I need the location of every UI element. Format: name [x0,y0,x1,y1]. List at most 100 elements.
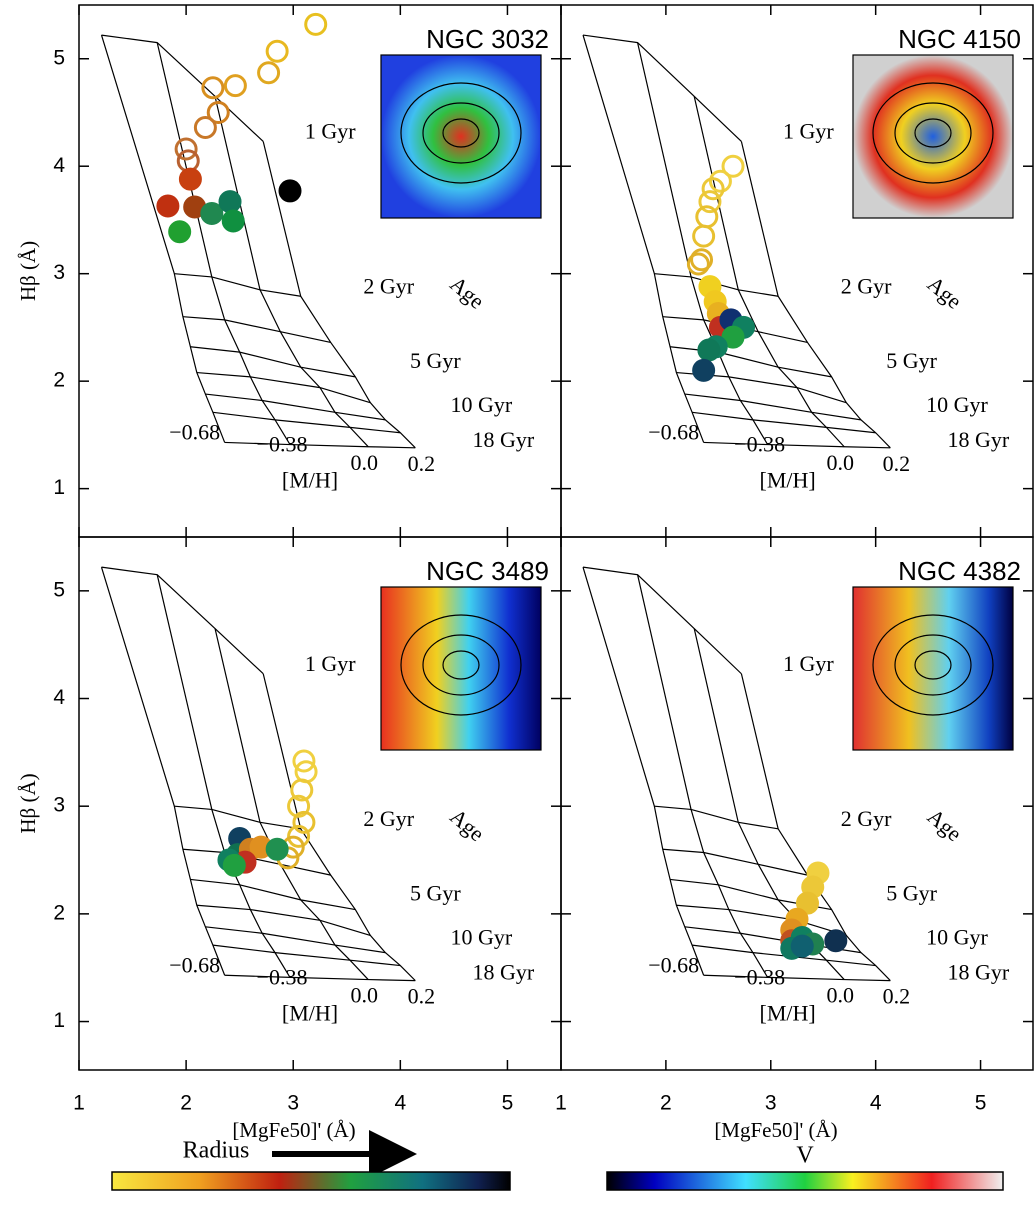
metallicity-axis-label: [M/H] [282,1000,338,1025]
y-tick-label: 4 [53,154,65,177]
metallicity-line [582,566,705,976]
metallicity-label: −0.68 [169,419,220,444]
age-label: 2 Gyr [841,806,892,831]
open-point [692,224,716,248]
age-line [582,34,742,142]
metallicity-label: 0.2 [883,451,911,476]
age-label: 2 Gyr [363,806,414,831]
age-label: 5 Gyr [410,348,461,373]
panel-title: NGC 3489 [426,556,549,586]
filled-point [168,220,192,244]
metallicity-line [214,96,369,448]
metallicity-line [582,34,705,443]
age-label: 10 Gyr [926,392,988,417]
velocity-label: V [796,1143,814,1169]
metallicity-line [693,628,845,980]
age-line [101,566,264,675]
isophote [422,102,500,164]
isophote [914,650,952,680]
filled-point [221,209,245,233]
age-line [196,904,371,936]
age-line [582,566,742,675]
radius-colorbar [111,1171,511,1191]
filled-point [824,929,848,953]
open-point [257,61,281,85]
filled-point [178,167,202,191]
velocity-colorbar [606,1171,1004,1191]
y-axis-label: Hβ (Å) [16,773,40,833]
y-tick-label: 3 [53,261,65,284]
metallicity-label: −0.38 [257,964,308,989]
metallicity-axis-label: [M/H] [282,468,338,493]
age-label: 18 Gyr [472,960,534,985]
age-line [205,393,386,421]
velocity-map [852,586,1014,751]
age-label: 18 Gyr [947,960,1009,985]
velocity-map [380,54,542,219]
radius-label: Radius [183,1138,250,1164]
isophote [400,82,522,184]
age-label: 2 Gyr [363,273,414,298]
y-tick-label: 2 [53,901,65,924]
metallicity-line [262,673,416,982]
age-line [182,316,331,344]
open-point [287,794,311,818]
panel-title: NGC 3032 [426,24,549,54]
x-tick-label: 5 [975,1092,987,1115]
age-label: 1 Gyr [305,119,356,144]
metallicity-label: 0.0 [826,450,854,475]
age-label: 1 Gyr [783,119,834,144]
open-point [701,177,725,201]
metallicity-label: 0.0 [350,450,378,475]
age-line [212,411,401,434]
isophote [872,614,994,716]
open-point [174,137,198,161]
panel: 1 2 3 4 5 [MgFe50]' (Å) 1 Gyr 2 Gyr 5 Gyr 10 Gyr 1… [555,536,1034,1142]
metallicity-label: 0.2 [408,984,436,1009]
velocity-map [852,54,1014,219]
metallicity-line [740,141,891,449]
open-point [721,154,745,178]
x-tick-label: 4 [394,1092,406,1115]
panel: 1 2 3 4 5 Hβ (Å) 1 Gyr 2 Gyr 5 Gyr 10 Gyr 18 Gyr −0… [16,4,562,538]
filled-point [265,837,289,861]
isophote [872,82,994,184]
filled-point [692,358,716,382]
y-tick-label: 3 [53,794,65,817]
age-label: 1 Gyr [783,651,834,676]
metallicity-line [740,673,891,982]
filled-point [156,194,180,218]
y-tick-label: 2 [53,369,65,392]
age-label: 10 Gyr [450,392,512,417]
age-label: 5 Gyr [886,348,937,373]
metallicity-label: 0.0 [350,983,378,1008]
metallicity-label: 0.2 [408,451,436,476]
isophote [422,634,500,696]
metallicity-line [636,42,769,445]
age-label: 18 Gyr [947,427,1009,452]
metallicity-line [636,574,769,978]
age-line [190,346,356,378]
metallicity-label: −0.68 [648,952,699,977]
age-label: 2 Gyr [841,273,892,298]
open-point [292,749,316,773]
panel: 1 2 3 4 5 1 2 3 4 5 Hβ (Å) [MgFe50]' (Å) 1 Gyr 2 Gyr 5… [16,536,562,1142]
filled-point [697,338,721,362]
open-point [265,39,289,63]
open-point [206,100,230,124]
panel-title: NGC 4150 [898,24,1021,54]
x-tick-label: 1 [555,1092,567,1115]
open-point [304,12,328,36]
metallicity-label: 0.0 [826,983,854,1008]
age-line [703,974,891,982]
x-tick-label: 1 [73,1092,85,1115]
metallicity-label: −0.68 [169,952,220,977]
isophote [894,102,972,164]
age-line [654,805,779,830]
metallicity-line [156,574,291,978]
x-tick-label: 2 [660,1092,672,1115]
age-line [174,805,301,830]
age-line [196,371,371,404]
y-tick-label: 4 [53,686,65,709]
